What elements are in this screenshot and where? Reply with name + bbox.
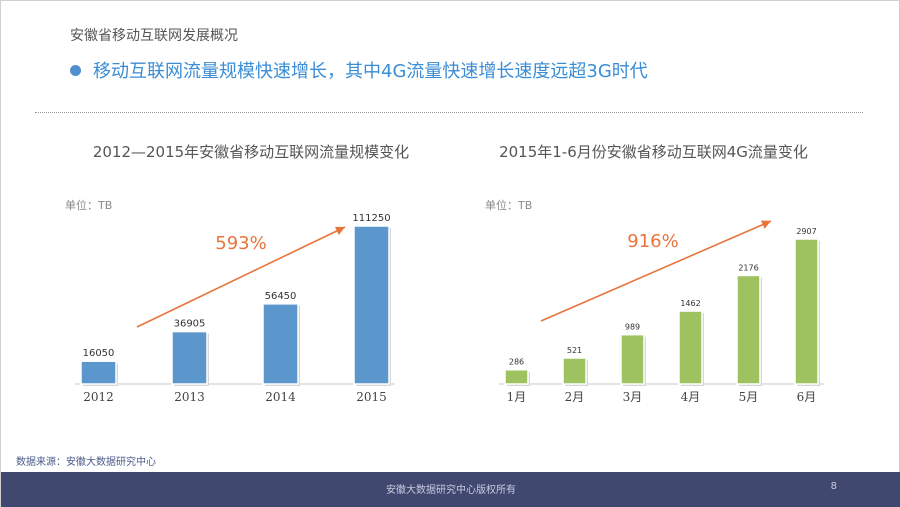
- arrow-head-icon: [334, 226, 345, 235]
- chart-title: 2015年1-6月份安徽省移动互联网4G流量变化: [499, 143, 808, 161]
- chart-title: 2012—2015年安徽省移动互联网流量规模变化: [92, 143, 410, 161]
- trend-arrow: [540, 220, 772, 322]
- data-label: 56450: [265, 291, 297, 302]
- tick-label: 5月: [739, 390, 759, 404]
- bar: [171, 330, 208, 385]
- bar: [262, 303, 299, 385]
- tick-label: 2015: [356, 390, 387, 404]
- tick-label: 2012: [83, 390, 114, 404]
- bullet-icon: [70, 64, 81, 76]
- tick-label: 1月: [507, 390, 527, 404]
- tick-label: 3月: [623, 390, 643, 404]
- data-label: 2176: [738, 263, 758, 272]
- tick-label: 2月: [565, 390, 585, 404]
- data-label: 989: [625, 323, 640, 332]
- data-label: 2907: [796, 227, 816, 236]
- bar: [620, 333, 645, 385]
- tick-label: 4月: [681, 390, 701, 404]
- bar-chart-plot: 286 1月 521 2月 989 3月 1462 4月 2176 5月 2907 6月 916%: [499, 220, 824, 404]
- section-title: 安徽省移动互联网发展概况: [70, 28, 238, 44]
- annual-traffic-chart: 2012—2015年安徽省移动互联网流量规模变化 单位：TB 16050 2012…: [61, 141, 441, 406]
- page-number: 8: [830, 481, 837, 492]
- data-label: 1462: [680, 299, 700, 308]
- monthly-4g-traffic-chart: 2015年1-6月份安徽省移动互联网4G流量变化 单位：TB 286 1月 521 2…: [471, 141, 836, 406]
- arrow-head-icon: [760, 220, 771, 229]
- copyright-text: 安徽大数据研究中心版权所有: [386, 485, 516, 496]
- footer-bar: 安徽大数据研究中心版权所有 8: [1, 472, 900, 507]
- data-source: 数据来源：安徽大数据研究中心: [16, 457, 156, 468]
- headline-row: 移动互联网流量规模快速增长，其中4G流量快速增长速度远超3G时代: [70, 57, 648, 83]
- tick-label: 2013: [174, 390, 205, 404]
- data-label: 286: [509, 358, 524, 367]
- growth-annotation: 916%: [627, 231, 678, 252]
- data-label: 16050: [83, 348, 115, 359]
- bar: [794, 238, 819, 385]
- unit-label: 单位：TB: [65, 199, 113, 212]
- data-label: 521: [567, 346, 582, 355]
- bar: [678, 310, 703, 385]
- bar: [736, 274, 761, 385]
- data-label: 111250: [352, 213, 390, 224]
- bar: [353, 225, 390, 385]
- bar-chart-plot: 16050 2012 36905 2013 56450 2014 111250 2015 593…: [75, 213, 395, 404]
- unit-label: 单位：TB: [485, 199, 533, 212]
- bar: [80, 360, 117, 385]
- divider: [35, 112, 863, 113]
- headline: 移动互联网流量规模快速增长，其中4G流量快速增长速度远超3G时代: [93, 61, 648, 82]
- bar: [562, 357, 587, 385]
- growth-annotation: 593%: [215, 233, 266, 254]
- data-label: 36905: [174, 319, 206, 330]
- tick-label: 2014: [265, 390, 296, 404]
- bar: [504, 368, 529, 385]
- trend-arrow: [136, 226, 346, 328]
- tick-label: 6月: [797, 390, 817, 404]
